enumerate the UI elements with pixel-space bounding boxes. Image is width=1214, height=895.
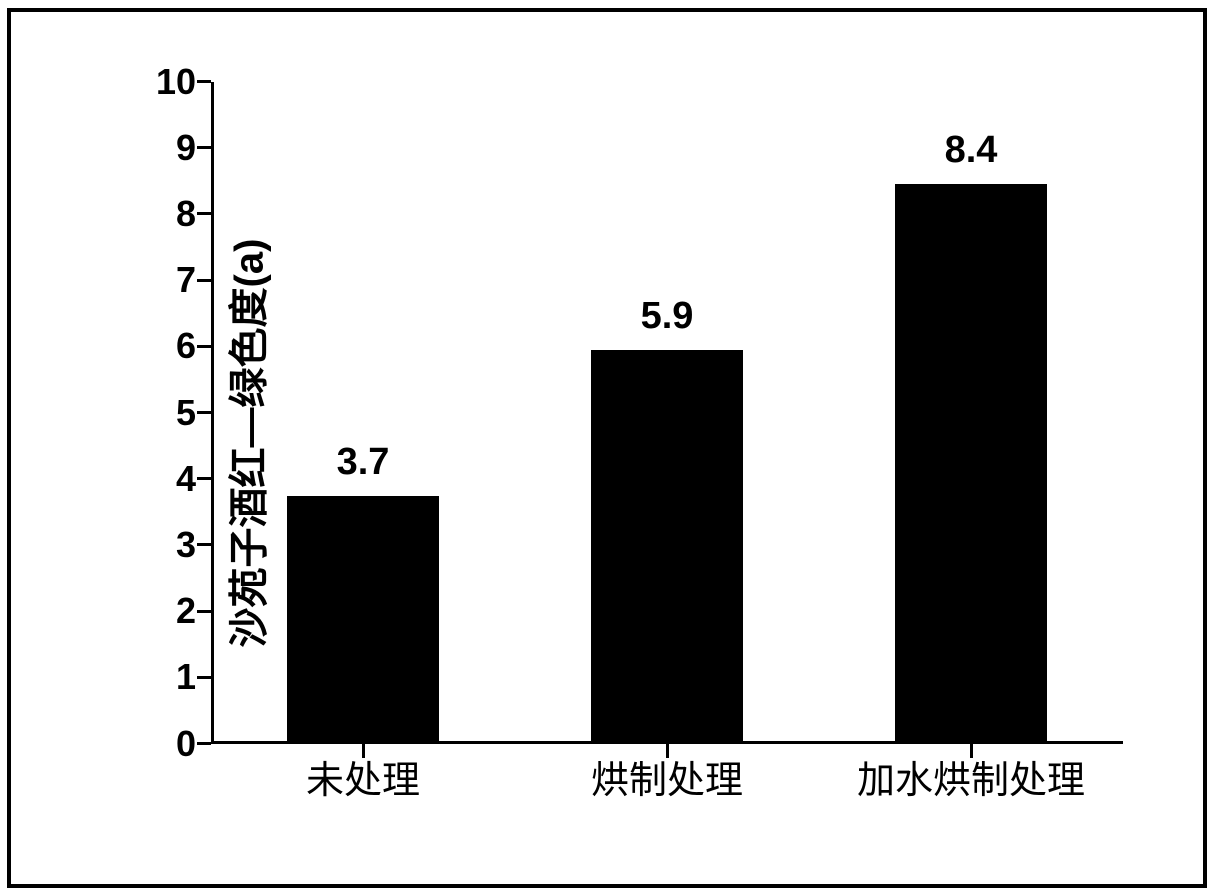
y-tick — [197, 543, 211, 546]
y-axis — [211, 82, 214, 744]
y-tick — [197, 742, 211, 745]
y-tick — [197, 212, 211, 215]
y-tick — [197, 279, 211, 282]
y-tick-label: 8 — [146, 193, 196, 235]
y-tick-label: 6 — [146, 325, 196, 367]
bar — [895, 184, 1047, 740]
y-tick-label: 4 — [146, 458, 196, 500]
bar-value-label: 3.7 — [337, 441, 390, 484]
x-tick-label: 烘制处理 — [591, 749, 743, 804]
y-tick-label: 7 — [146, 259, 196, 301]
y-tick-label: 1 — [146, 656, 196, 698]
y-tick — [197, 610, 211, 613]
y-tick — [197, 477, 211, 480]
y-tick-label: 9 — [146, 127, 196, 169]
bar-value-label: 8.4 — [945, 129, 998, 172]
y-tick-label: 5 — [146, 392, 196, 434]
plot-area: 0123456789103.7未处理5.9烘制处理8.4加水烘制处理 — [211, 82, 1123, 744]
x-tick-label: 加水烘制处理 — [857, 749, 1085, 804]
bar — [287, 496, 439, 741]
y-tick — [197, 411, 211, 414]
bar-value-label: 5.9 — [641, 295, 694, 338]
y-tick — [197, 146, 211, 149]
y-tick-label: 2 — [146, 590, 196, 632]
y-tick-label: 10 — [146, 61, 196, 103]
y-tick — [197, 80, 211, 83]
chart-container: 沙苑子酒红—绿色度(a) 0123456789103.7未处理5.9烘制处理8.… — [51, 42, 1163, 844]
y-tick-label: 0 — [146, 723, 196, 765]
y-tick — [197, 676, 211, 679]
bar — [591, 350, 743, 741]
chart-frame: 沙苑子酒红—绿色度(a) 0123456789103.7未处理5.9烘制处理8.… — [7, 8, 1207, 888]
y-tick — [197, 345, 211, 348]
y-tick-label: 3 — [146, 524, 196, 566]
x-tick-label: 未处理 — [306, 749, 420, 804]
